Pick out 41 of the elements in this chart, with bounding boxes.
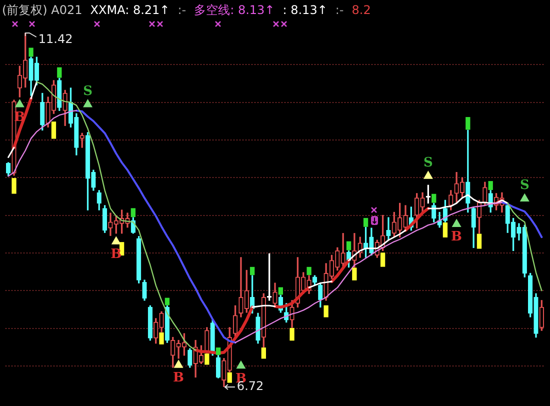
data-label: B (173, 370, 184, 386)
point (452, 219, 461, 228)
bar (324, 305, 328, 318)
bar (278, 287, 284, 295)
bar (466, 117, 470, 130)
data-label: B (110, 247, 122, 262)
bar (51, 122, 56, 139)
point (15, 100, 24, 108)
chart-title: (前复权) A021 (2, 3, 82, 17)
text: : 8.13↑ (282, 3, 328, 17)
bar (216, 348, 221, 355)
point (520, 194, 530, 202)
data-label: B (451, 230, 462, 245)
bar (380, 252, 386, 267)
bar (363, 218, 368, 227)
bar (352, 268, 357, 280)
text: :- (178, 3, 186, 17)
point (174, 360, 183, 368)
bar (12, 178, 16, 194)
text: 8.2 (352, 3, 371, 17)
bar (476, 234, 482, 249)
bar (432, 194, 436, 203)
point (83, 100, 92, 108)
bar (57, 67, 62, 78)
bar (130, 208, 136, 218)
text: 多空线: 8.13↑ (194, 3, 275, 17)
point (112, 236, 121, 244)
annotation: 11.42 (38, 32, 73, 46)
bar (306, 266, 312, 276)
point (236, 360, 246, 369)
data-label: S (520, 178, 530, 194)
data-label: S (83, 84, 92, 99)
point (424, 171, 433, 179)
bar (290, 328, 294, 341)
bar (488, 181, 493, 190)
text: XXMA: 8.21↑ (90, 3, 170, 17)
text: :- (335, 3, 344, 17)
bar (261, 348, 266, 359)
bar (250, 266, 255, 276)
bar (164, 298, 170, 306)
data-label: S (423, 155, 433, 170)
